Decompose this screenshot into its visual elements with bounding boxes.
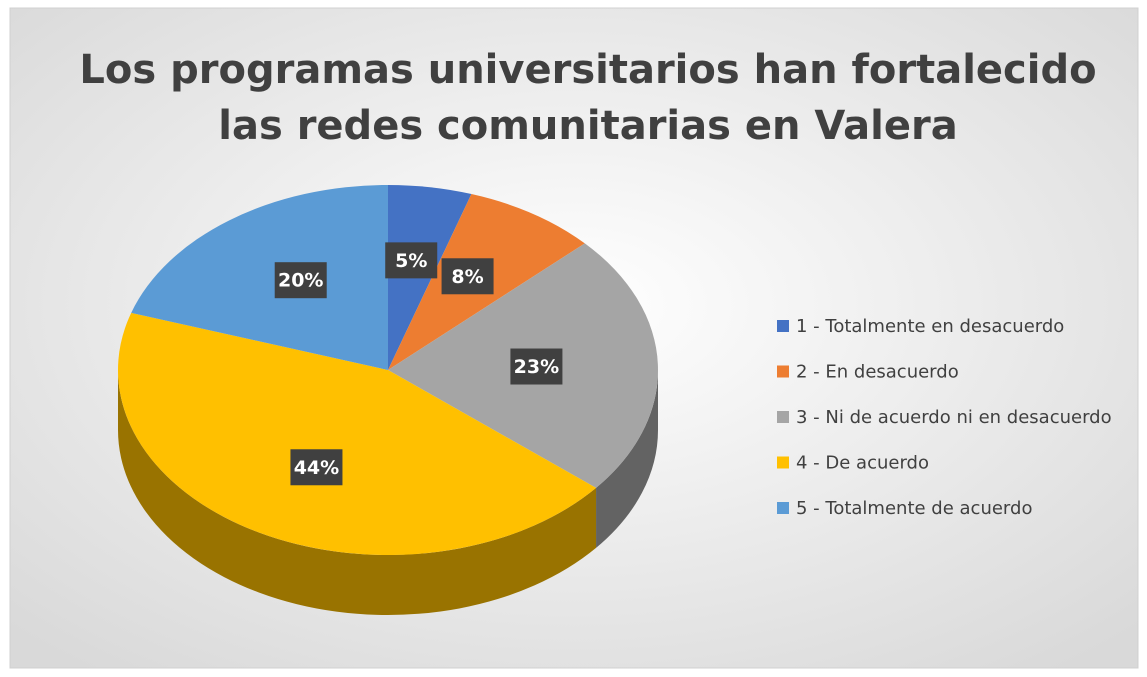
legend-swatch — [777, 456, 789, 469]
legend-label: 1 - Totalmente en desacuerdo — [796, 316, 1064, 337]
slice — [131, 185, 389, 370]
data-label-box — [290, 449, 343, 486]
legend-label: 2 - En desacuerdo — [796, 362, 959, 383]
data-label: 5% — [395, 250, 427, 272]
data-label-box — [441, 258, 494, 295]
legend-label: 3 - Ni de acuerdo ni en desacuerdo — [796, 407, 1112, 428]
chart-title: las redes comunitarias en Valera — [218, 103, 957, 149]
slice-side — [596, 370, 658, 548]
chart-title: Los programas universitarios han fortale… — [79, 47, 1096, 93]
slice-side — [117, 370, 597, 616]
legend-label: 4 - De acuerdo — [796, 453, 929, 474]
legend-label: 5 - Totalmente de acuerdo — [796, 498, 1032, 519]
data-label-box — [385, 242, 438, 279]
data-label: 20% — [278, 270, 323, 292]
legend-swatch — [777, 365, 789, 378]
data-label: 8% — [451, 266, 483, 288]
slice — [117, 312, 597, 555]
data-label-box — [510, 348, 563, 385]
data-label: 44% — [294, 457, 339, 479]
data-label: 23% — [514, 356, 559, 378]
legend-swatch — [777, 502, 789, 514]
legend-swatch — [777, 411, 789, 423]
legend-swatch — [777, 320, 789, 332]
data-label-box — [274, 262, 327, 299]
